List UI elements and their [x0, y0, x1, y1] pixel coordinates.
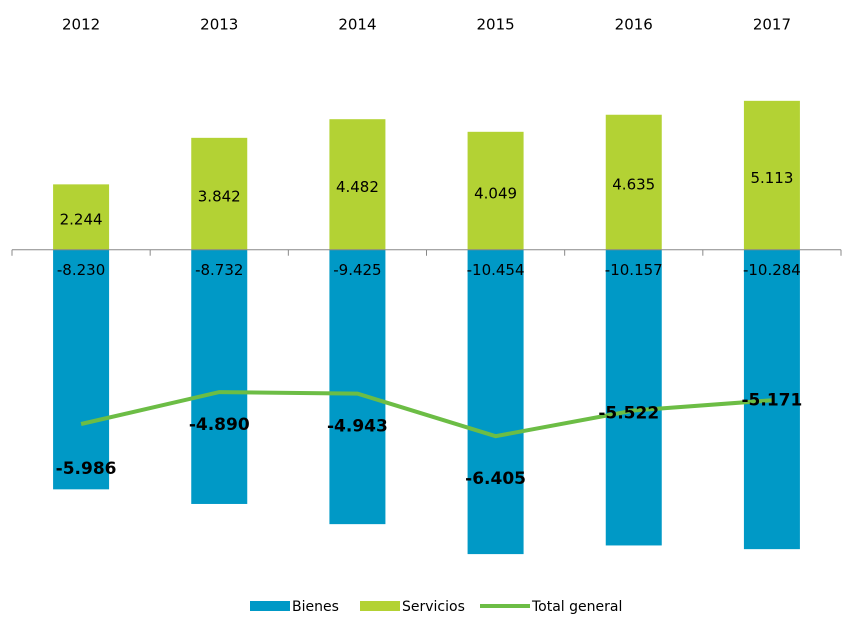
- legend-label: Total general: [531, 599, 622, 615]
- bar: [329, 249, 386, 525]
- bar: [329, 119, 386, 250]
- bar: [605, 114, 662, 250]
- bar: [467, 131, 524, 250]
- value-label: 3.842: [198, 187, 241, 205]
- bar: [53, 184, 110, 250]
- line: [80, 390, 773, 439]
- value-label: 2.244: [60, 211, 103, 229]
- value-label: 4.635: [612, 176, 655, 194]
- value-label: -9.425: [333, 261, 381, 279]
- bar: [191, 137, 248, 250]
- value-label: -6.405: [465, 469, 526, 489]
- value-label: -4.890: [189, 415, 250, 435]
- legend-item: Servicios: [360, 599, 465, 615]
- value-label: -10.157: [605, 261, 663, 279]
- bar: [467, 249, 524, 555]
- value-label: -10.284: [743, 261, 801, 279]
- value-label: -5.986: [56, 459, 117, 479]
- bar: [191, 249, 248, 504]
- legend-item: Total general: [480, 599, 622, 615]
- legend-swatch: [360, 601, 400, 611]
- value-label: -5.522: [598, 403, 659, 423]
- x-tick-label: 2017: [753, 16, 791, 34]
- x-tick-label: 2013: [200, 16, 238, 34]
- legend-item: Bienes: [250, 599, 339, 615]
- value-label: 4.049: [474, 184, 517, 202]
- bar: [53, 249, 110, 490]
- legend-swatch: [250, 601, 290, 611]
- x-tick-label: 2015: [476, 16, 514, 34]
- bar: [743, 100, 800, 250]
- bar: [743, 249, 800, 550]
- value-label: 5.113: [750, 169, 793, 187]
- value-label: -5.171: [742, 390, 803, 410]
- x-tick-label: 2016: [615, 16, 653, 34]
- value-label: -4.943: [327, 417, 388, 437]
- legend-label: Bienes: [292, 599, 339, 615]
- value-label: -8.732: [195, 261, 243, 279]
- value-label: 4.482: [336, 178, 379, 196]
- legend-label: Servicios: [402, 599, 465, 615]
- bar: [605, 249, 662, 546]
- x-tick-label: 2012: [62, 16, 100, 34]
- value-label: -10.454: [467, 261, 525, 279]
- x-tick-label: 2014: [338, 16, 376, 34]
- value-label: -8.230: [57, 261, 105, 279]
